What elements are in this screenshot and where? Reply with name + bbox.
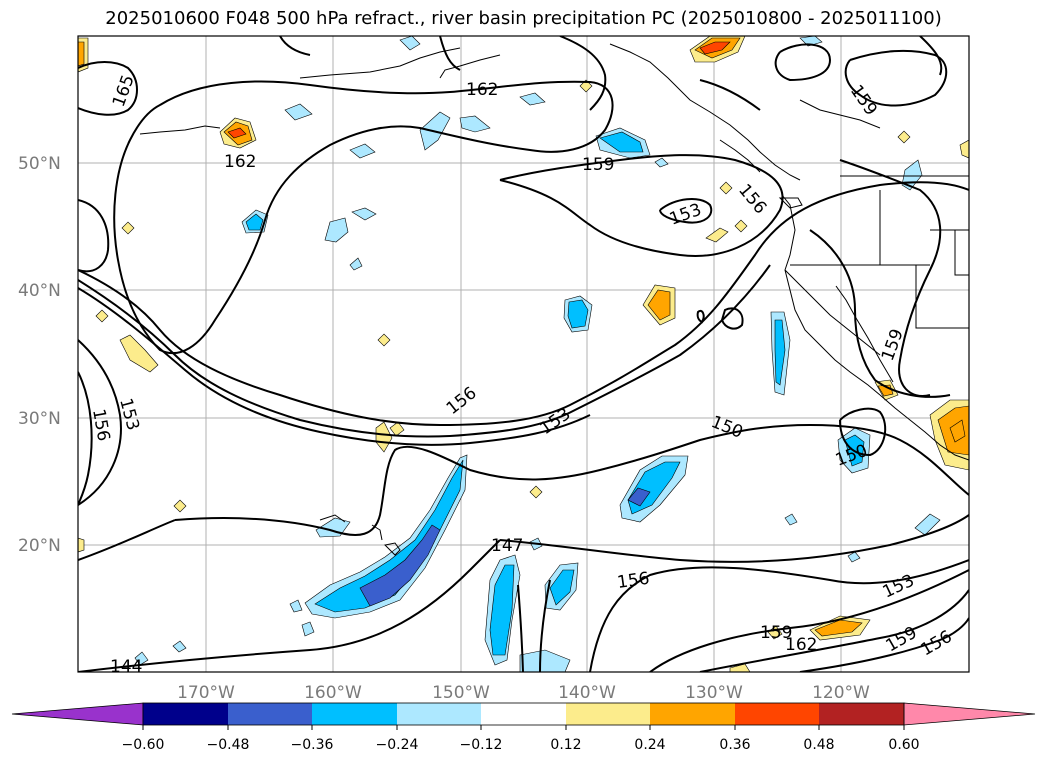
colorbar: −0.60 −0.48 −0.36 −0.24 −0.12 0.12 0.24 … <box>11 702 1036 753</box>
contour-label: 159 <box>878 326 908 363</box>
colorbar-tick-label: 0.60 <box>888 737 919 753</box>
colorbar-segment <box>735 703 819 725</box>
lat-label: 20°N <box>18 536 61 556</box>
contour-label: 162 <box>785 635 817 655</box>
lon-label: 130°W <box>685 683 743 703</box>
lat-label: 30°N <box>18 409 61 429</box>
contour-label: 153 <box>536 404 574 439</box>
colorbar-segment <box>566 703 650 725</box>
colorbar-segment <box>228 703 312 725</box>
longitude-labels: 170°W 160°W 150°W 140°W 130°W 120°W <box>177 683 870 703</box>
refractivity-contours <box>78 36 969 672</box>
colorbar-segment <box>650 703 735 725</box>
lon-label: 140°W <box>558 683 616 703</box>
colorbar-tick-label: −0.60 <box>122 737 165 753</box>
contour-label: 159 <box>582 155 614 175</box>
lat-label: 50°N <box>18 154 61 174</box>
colorbar-tick-label: 0.24 <box>634 737 665 753</box>
colorbar-segment <box>481 703 566 725</box>
colorbar-tick-label: −0.24 <box>376 737 419 753</box>
colorbar-min-extension <box>11 702 144 726</box>
gridlines <box>78 36 969 672</box>
colorbar-frame <box>142 702 905 726</box>
colorbar-segment <box>397 703 481 725</box>
contour-label: 156 <box>443 383 481 419</box>
colorbar-tick-label: −0.48 <box>207 737 250 753</box>
latitude-labels: 50°N 40°N 30°N 20°N <box>18 154 61 556</box>
colorbar-tick-label: −0.12 <box>460 737 503 753</box>
colorbar-tick-label: −0.36 <box>291 737 334 753</box>
contour-label: 162 <box>466 80 498 100</box>
contour-label: 162 <box>224 152 256 172</box>
colorbar-tick-label: 0.48 <box>803 737 834 753</box>
contour-label: 153 <box>115 396 143 433</box>
positive-precip-areas <box>78 36 969 672</box>
colorbar-max-extension <box>903 702 1036 726</box>
colorbar-segment <box>143 703 228 725</box>
colorbar-tick-label: 0.12 <box>550 737 581 753</box>
contour-label: 156 <box>734 180 770 218</box>
colorbar-tick-label: 0.36 <box>719 737 750 753</box>
lat-label: 40°N <box>18 281 61 301</box>
lon-label: 160°W <box>304 683 362 703</box>
map-frame <box>77 35 970 673</box>
contour-label: 153 <box>667 200 704 230</box>
map-title: 2025010600 F048 500 hPa refract., river … <box>105 8 942 29</box>
contour-label: 159 <box>760 623 792 643</box>
contour-label: 144 <box>110 657 142 677</box>
lon-label: 170°W <box>177 683 235 703</box>
coastlines <box>139 43 969 556</box>
contour-label: 147 <box>491 536 523 556</box>
colorbar-segment <box>819 703 904 725</box>
lon-label: 150°W <box>432 683 490 703</box>
colorbar-segment <box>312 703 397 725</box>
contour-label: 156 <box>616 569 651 593</box>
contour-label: 156 <box>918 627 956 661</box>
lon-label: 120°W <box>812 683 870 703</box>
contour-label: 153 <box>880 571 918 603</box>
negative-precip-areas <box>134 36 941 672</box>
